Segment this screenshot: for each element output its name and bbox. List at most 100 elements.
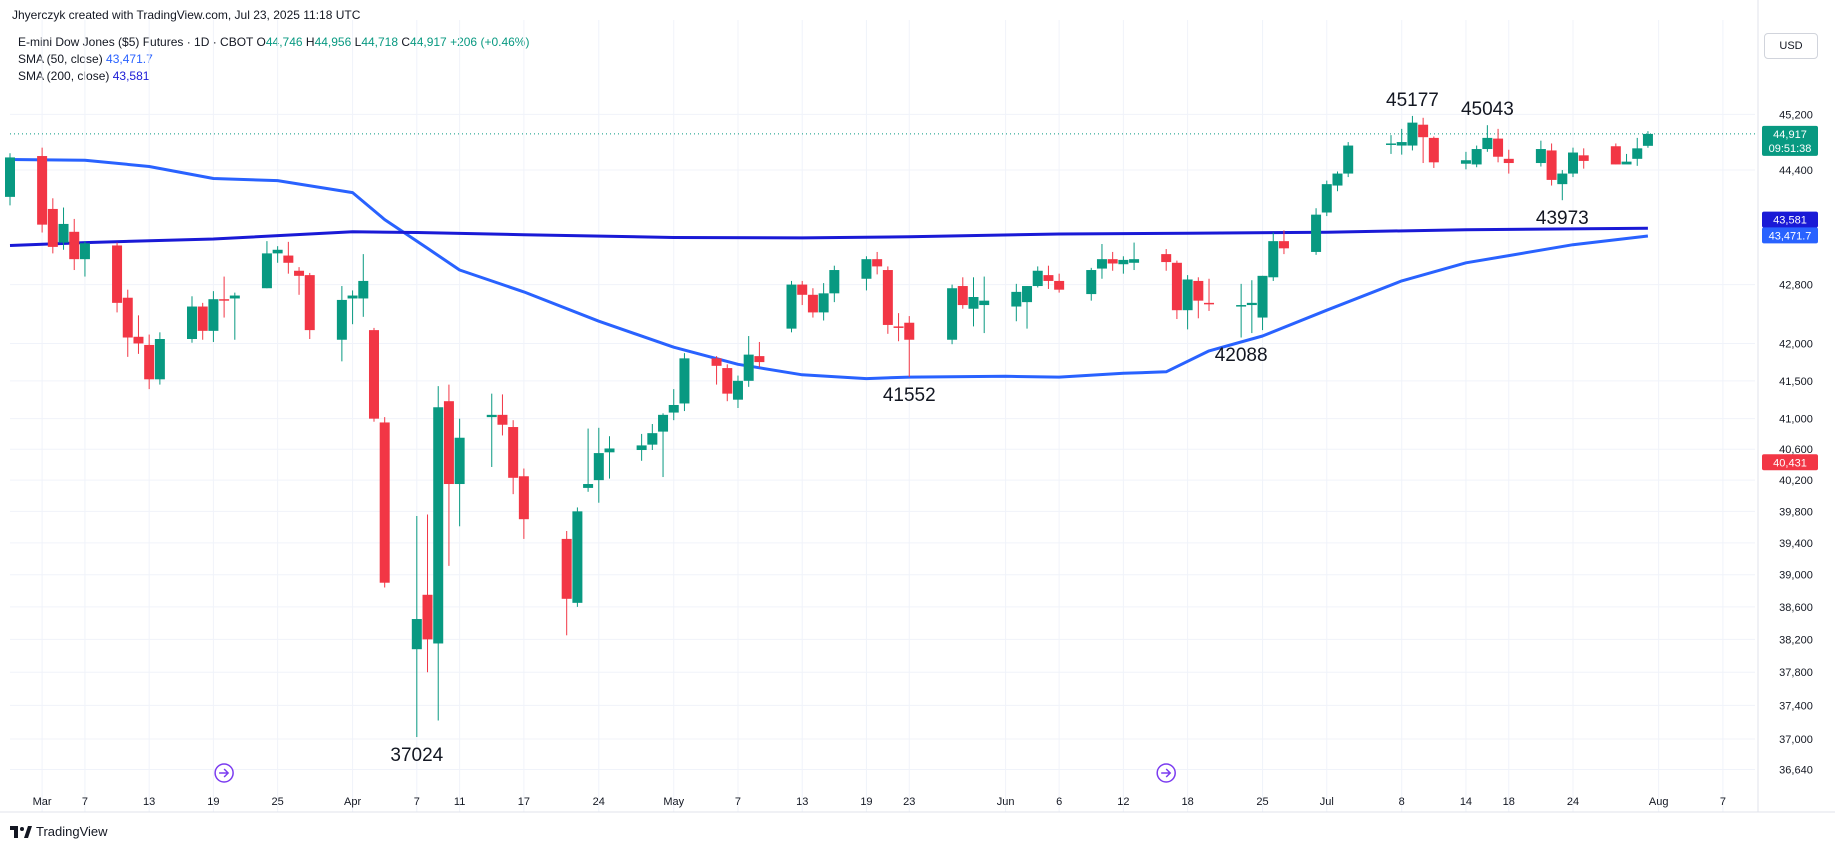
candle[interactable] [1482, 125, 1493, 152]
candle[interactable] [358, 254, 369, 317]
candle[interactable] [732, 375, 743, 409]
candle[interactable] [957, 277, 968, 309]
candle[interactable] [486, 393, 497, 467]
candle[interactable] [1193, 277, 1204, 319]
candle[interactable] [1204, 278, 1215, 311]
candle[interactable] [1493, 128, 1504, 163]
candle[interactable] [1343, 142, 1354, 178]
candle[interactable] [979, 276, 990, 334]
candle[interactable] [1311, 208, 1322, 255]
candle[interactable] [1386, 135, 1397, 154]
sma200-line[interactable] [9, 226, 1648, 247]
candle[interactable] [1621, 153, 1632, 165]
candle[interactable] [122, 289, 133, 357]
candle[interactable] [1396, 128, 1407, 155]
candle[interactable] [1118, 256, 1129, 274]
candle[interactable] [197, 302, 208, 340]
candle[interactable] [904, 316, 915, 377]
candle[interactable] [1418, 117, 1429, 164]
candle[interactable] [433, 386, 444, 721]
candle[interactable] [1236, 283, 1247, 338]
candle[interactable] [893, 313, 904, 342]
candle[interactable] [636, 433, 647, 461]
candle[interactable] [1086, 267, 1097, 301]
candle[interactable] [1161, 249, 1172, 271]
candle[interactable] [1407, 115, 1418, 151]
candle[interactable] [807, 288, 818, 318]
candle[interactable] [347, 290, 358, 325]
candle[interactable] [1257, 275, 1268, 331]
candle[interactable] [1632, 137, 1643, 166]
candle[interactable] [1610, 143, 1621, 165]
candle[interactable] [647, 423, 658, 451]
candle[interactable] [379, 417, 390, 588]
sma50-line[interactable] [9, 158, 1649, 381]
candle[interactable] [133, 315, 144, 354]
candle[interactable] [154, 332, 165, 385]
candle[interactable] [754, 341, 765, 368]
candle[interactable] [561, 531, 572, 636]
candle[interactable] [1428, 136, 1439, 168]
candle[interactable] [272, 246, 283, 263]
candle[interactable] [604, 436, 615, 479]
candle[interactable] [818, 283, 829, 321]
candle[interactable] [37, 147, 48, 233]
candle[interactable] [304, 272, 315, 340]
candle[interactable] [861, 256, 872, 291]
candle[interactable] [872, 251, 883, 275]
candle[interactable] [1054, 273, 1065, 293]
sma50-row[interactable]: SMA (50, close) 43,471.7 [18, 51, 529, 68]
candle[interactable] [518, 468, 529, 539]
candle[interactable] [968, 277, 979, 327]
candle[interactable] [1171, 260, 1182, 320]
candle[interactable] [711, 356, 722, 385]
candle[interactable] [797, 280, 808, 306]
candle[interactable] [1557, 170, 1568, 201]
candle[interactable] [1503, 149, 1514, 174]
candle[interactable] [79, 241, 90, 277]
candle[interactable] [658, 413, 669, 478]
candle[interactable] [829, 265, 840, 303]
candle[interactable] [1129, 242, 1140, 271]
candle[interactable] [186, 296, 197, 343]
candle[interactable] [454, 418, 465, 527]
candle[interactable] [572, 507, 583, 607]
candle[interactable] [1578, 148, 1589, 169]
candle[interactable] [1043, 265, 1054, 289]
candle[interactable] [743, 336, 754, 387]
candle[interactable] [1032, 266, 1043, 288]
candle[interactable] [1096, 244, 1107, 279]
candle[interactable] [1460, 151, 1471, 170]
currency-button[interactable]: USD [1764, 33, 1818, 59]
candle[interactable] [1568, 147, 1579, 178]
candle[interactable] [1546, 143, 1557, 186]
candle[interactable] [368, 327, 379, 422]
candle[interactable] [443, 384, 454, 566]
candle[interactable] [208, 291, 219, 342]
candle[interactable] [508, 420, 519, 495]
candle[interactable] [1011, 283, 1022, 322]
candle[interactable] [1182, 275, 1193, 330]
candle[interactable] [722, 364, 733, 402]
footer-brand[interactable]: TradingView [10, 824, 108, 839]
candle[interactable] [882, 266, 893, 334]
candle[interactable] [5, 153, 15, 206]
candle[interactable] [283, 241, 294, 274]
candle[interactable] [1321, 180, 1332, 217]
candle[interactable] [947, 284, 958, 345]
candle[interactable] [583, 428, 594, 492]
candle[interactable] [1022, 286, 1033, 329]
candle[interactable] [112, 242, 123, 313]
candle[interactable] [422, 514, 433, 673]
candle[interactable] [679, 353, 690, 412]
candle[interactable] [1107, 251, 1118, 271]
candle[interactable] [1268, 232, 1279, 281]
candle[interactable] [1278, 230, 1289, 255]
candle[interactable] [786, 280, 797, 333]
candle[interactable] [294, 267, 305, 295]
candle[interactable] [593, 427, 604, 503]
candle[interactable] [668, 389, 679, 421]
candle[interactable] [69, 218, 80, 271]
candle[interactable] [219, 276, 230, 318]
